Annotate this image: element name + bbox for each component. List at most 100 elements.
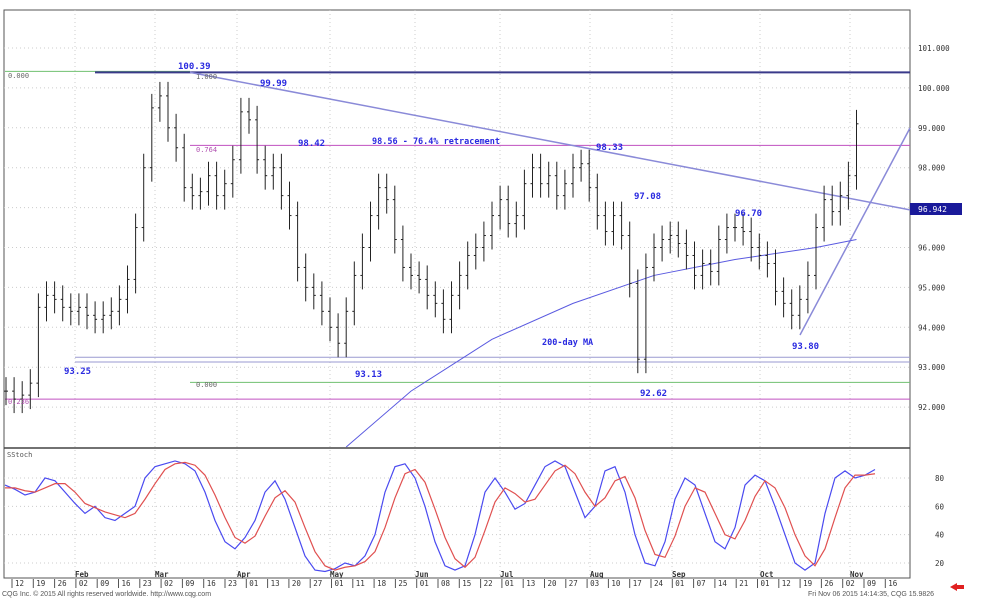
price-bar	[741, 213, 746, 246]
price-bar	[133, 213, 138, 294]
price-bar	[724, 213, 729, 254]
stoch-tick-label: 80	[935, 474, 945, 483]
price-bar	[409, 253, 413, 290]
stoch-tick-label: 20	[935, 559, 945, 568]
price-bar	[571, 153, 575, 198]
price-bar	[344, 297, 349, 358]
price-bar	[85, 293, 89, 330]
day-label: 01	[420, 579, 429, 588]
price-bar	[846, 161, 851, 210]
price-bar	[392, 185, 397, 254]
price-bar	[174, 113, 179, 162]
day-label: 10	[611, 579, 621, 588]
price-bar	[465, 241, 470, 290]
stoch-tick-label: 40	[935, 531, 945, 540]
copyright: CQG Inc. © 2015 All rights reserved worl…	[2, 591, 212, 598]
day-label: 11	[356, 579, 365, 588]
price-tick-label: 99.000	[918, 124, 946, 133]
price-bar	[319, 281, 324, 326]
fib-label-top: 1.000	[196, 73, 217, 81]
price-bar	[449, 281, 454, 334]
day-label: 26	[824, 579, 834, 588]
price-bar	[336, 313, 341, 358]
day-label: 07	[697, 579, 706, 588]
price-bar	[52, 281, 57, 314]
price-bar	[716, 225, 721, 286]
day-label: 02	[164, 579, 173, 588]
day-label: 25	[398, 579, 407, 588]
price-bar	[635, 269, 640, 374]
price-bar	[765, 241, 770, 278]
stoch-title: SStoch	[7, 451, 32, 459]
price-bar	[611, 201, 616, 246]
scroll-left-arrow-icon[interactable]	[950, 583, 964, 591]
price-bar	[514, 201, 519, 238]
price-bar	[692, 241, 697, 290]
month-label: Jul	[500, 570, 514, 579]
month-label: Oct	[760, 570, 774, 579]
price-bar	[797, 285, 802, 330]
price-bar	[498, 185, 503, 230]
day-label: 01	[249, 579, 258, 588]
price-bar	[749, 217, 754, 262]
price-bar	[352, 261, 357, 326]
day-label: 12	[15, 579, 24, 588]
price-bar	[222, 169, 227, 210]
day-label: 01	[675, 579, 684, 588]
day-label: 13	[271, 579, 280, 588]
price-bar	[789, 289, 794, 330]
price-bar	[36, 293, 41, 398]
label-low-3: 92.62	[640, 389, 667, 399]
month-label: Nov	[850, 570, 864, 579]
label-high-5: 96.70	[735, 209, 762, 219]
price-bar	[814, 213, 818, 290]
day-label: 08	[441, 579, 451, 588]
day-label: 23	[228, 579, 237, 588]
price-bar	[157, 81, 162, 122]
down-trendline	[189, 71, 911, 211]
day-label: 17	[633, 579, 642, 588]
day-label: 27	[569, 579, 578, 588]
price-bar	[554, 161, 559, 210]
price-bar	[562, 169, 567, 210]
label-low-1: 93.25	[64, 367, 91, 377]
stoch-k-line	[4, 460, 876, 573]
stoch-tick-label: 60	[935, 502, 945, 511]
day-label: 09	[100, 579, 109, 588]
day-label: 23	[143, 579, 152, 588]
price-bar	[400, 225, 405, 282]
price-bar	[368, 201, 373, 262]
day-label: 14	[718, 579, 728, 588]
price-bar	[830, 185, 835, 226]
day-label: 24	[654, 579, 664, 588]
up-trendline	[799, 127, 911, 336]
fib-label-bottom: 0.000	[196, 381, 217, 389]
price-bar	[490, 201, 494, 250]
price-bar	[506, 185, 511, 238]
price-bar	[417, 261, 422, 294]
month-label: Apr	[237, 570, 251, 579]
month-label: Mar	[155, 570, 169, 579]
price-bar	[652, 233, 656, 282]
day-label: 16	[122, 579, 132, 588]
price-bar	[279, 153, 284, 210]
price-bar	[149, 93, 154, 182]
price-bar	[579, 149, 584, 182]
price-tick-label: 93.000	[918, 363, 946, 372]
fib-label-top-left: 0.000	[8, 72, 29, 80]
price-bar	[425, 265, 430, 310]
label-high-2: 99.99	[260, 79, 287, 89]
day-label: 20	[548, 579, 558, 588]
price-bar	[457, 261, 462, 310]
label-ma: 200-day MA	[542, 338, 593, 348]
price-bar	[93, 301, 98, 334]
price-bar	[676, 221, 681, 258]
price-bar	[117, 285, 122, 326]
price-bar	[271, 153, 276, 190]
price-bar	[854, 109, 859, 190]
price-bar	[109, 297, 114, 330]
price-bar	[68, 293, 73, 326]
label-low-2: 93.13	[355, 370, 382, 380]
ma-200-line	[345, 239, 857, 448]
